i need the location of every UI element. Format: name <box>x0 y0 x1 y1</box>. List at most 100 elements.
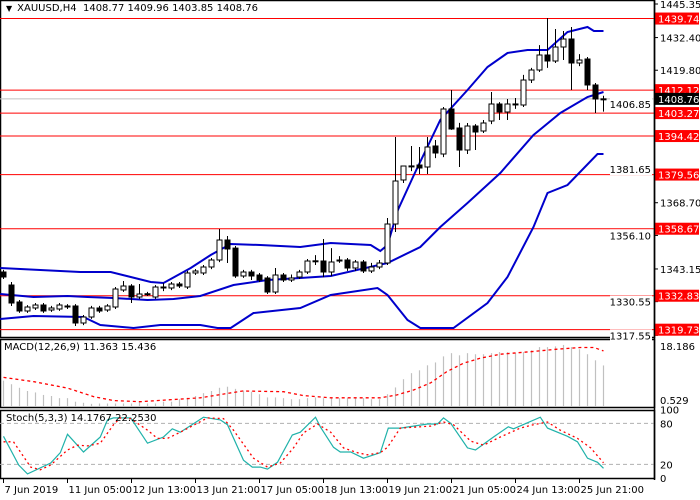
bearish-candle <box>544 54 551 62</box>
stoch-axis-label: 20 <box>660 460 673 471</box>
bullish-candle <box>104 305 111 311</box>
bullish-candle <box>288 277 295 281</box>
bearish-candle <box>256 274 263 281</box>
bearish-candle <box>456 127 463 151</box>
symbol-label: XAUUSD,H4 <box>17 3 77 14</box>
bearish-candle <box>432 145 439 154</box>
level-price-tag <box>655 289 699 302</box>
low-value: 1403.85 <box>172 3 214 14</box>
bullish-candle <box>336 259 343 262</box>
bullish-candle <box>504 103 511 113</box>
bullish-candle <box>440 108 447 155</box>
price-tick-label: 1368.70 <box>660 199 700 210</box>
bearish-candle <box>584 58 591 86</box>
bearish-candle <box>472 125 479 133</box>
bullish-candle <box>48 307 55 311</box>
price-tick-label-backing <box>610 163 652 176</box>
bullish-candle <box>352 261 359 269</box>
bullish-candle <box>80 316 87 324</box>
price-tick-label: 1432.40 <box>660 34 700 45</box>
bullish-candle <box>400 165 407 181</box>
bullish-candle <box>464 125 471 151</box>
bullish-candle <box>208 259 215 268</box>
macd-axis-max: 18.186 <box>660 342 695 353</box>
price-tick-label-backing <box>610 329 652 342</box>
time-axis-label: 17 Jun 05:00 <box>261 485 325 496</box>
bearish-candle <box>496 103 503 113</box>
bullish-candle <box>392 180 399 225</box>
price-tick-label: 1356.10 <box>610 231 651 242</box>
bullish-candle <box>112 288 119 308</box>
bullish-candle <box>408 165 415 168</box>
bullish-candle <box>200 266 207 274</box>
bullish-candle <box>160 286 167 289</box>
bullish-candle <box>304 260 311 273</box>
price-tick-label-backing <box>610 229 652 242</box>
level-price-tag <box>655 168 699 181</box>
price-tick-label: 1381.65 <box>610 165 651 176</box>
bullish-candle <box>328 261 335 273</box>
time-axis-label: 13 Jun 21:00 <box>197 485 261 496</box>
bearish-candle <box>416 164 423 169</box>
level-price-tag <box>655 323 699 336</box>
bullish-candle <box>536 54 543 71</box>
bearish-candle <box>0 271 7 278</box>
dropdown-triangle-icon[interactable]: ▼ <box>6 4 13 13</box>
level-price-tag <box>655 222 699 235</box>
price-tick-label-backing <box>610 295 652 308</box>
high-value: 1409.96 <box>127 3 169 14</box>
close-value: 1408.76 <box>216 3 258 14</box>
bearish-candle <box>8 284 15 304</box>
bullish-candle <box>24 306 31 312</box>
time-axis-label: 11 Jun 05:00 <box>69 485 133 496</box>
bullish-candle <box>240 271 247 277</box>
bearish-candle <box>248 271 255 277</box>
bullish-candle <box>88 307 95 318</box>
current-price-label: 1408.76 <box>658 95 699 106</box>
bearish-candle <box>600 98 607 101</box>
bearish-candle <box>568 38 575 64</box>
price-tick-label: 1330.55 <box>610 298 651 309</box>
bullish-candle <box>528 69 535 81</box>
bullish-candle <box>384 223 391 264</box>
price-tick-label: 1419.80 <box>660 66 700 77</box>
bullish-candle <box>520 79 527 106</box>
level-price-label: 1394.42 <box>658 132 699 143</box>
bullish-candle <box>32 304 39 309</box>
bullish-candle <box>552 46 559 62</box>
level-price-label: 1412.12 <box>658 86 699 97</box>
price-tick-label: 1317.55 <box>610 331 651 342</box>
level-price-label: 1379.56 <box>658 171 699 182</box>
bullish-candle <box>168 283 175 289</box>
bullish-candle <box>120 285 127 291</box>
price-tick-label-backing <box>610 97 652 110</box>
bullish-candle <box>296 271 303 278</box>
bullish-candle <box>136 293 143 298</box>
level-price-label: 1319.73 <box>658 326 699 337</box>
bearish-candle <box>592 84 599 100</box>
time-axis-label: 24 Jun 13:00 <box>517 485 581 496</box>
bearish-candle <box>224 239 231 250</box>
stoch-main-line <box>2 416 604 475</box>
time-axis-label: 21 Jun 05:00 <box>453 485 517 496</box>
level-price-label: 1439.74 <box>658 15 699 26</box>
bearish-candle <box>72 305 79 324</box>
bearish-candle <box>264 277 271 293</box>
time-axis-label: 19 Jun 21:00 <box>389 485 453 496</box>
bearish-candle <box>320 260 327 273</box>
bullish-candle <box>312 260 319 263</box>
stoch-signal-line <box>3 417 604 471</box>
bullish-candle <box>272 274 279 293</box>
bullish-candle <box>424 146 431 168</box>
level-price-label: 1358.67 <box>658 225 699 236</box>
stoch-axis-label: 100 <box>660 406 679 417</box>
level-price-tag <box>655 12 699 25</box>
bollinger-lower-line <box>0 153 604 330</box>
bullish-candle <box>488 103 495 122</box>
stoch-axis-label: 80 <box>660 419 673 430</box>
bearish-candle <box>448 108 455 130</box>
macd-axis-min: 0.529 <box>660 396 689 407</box>
open-value: 1408.77 <box>82 3 125 14</box>
bearish-candle <box>40 304 47 312</box>
